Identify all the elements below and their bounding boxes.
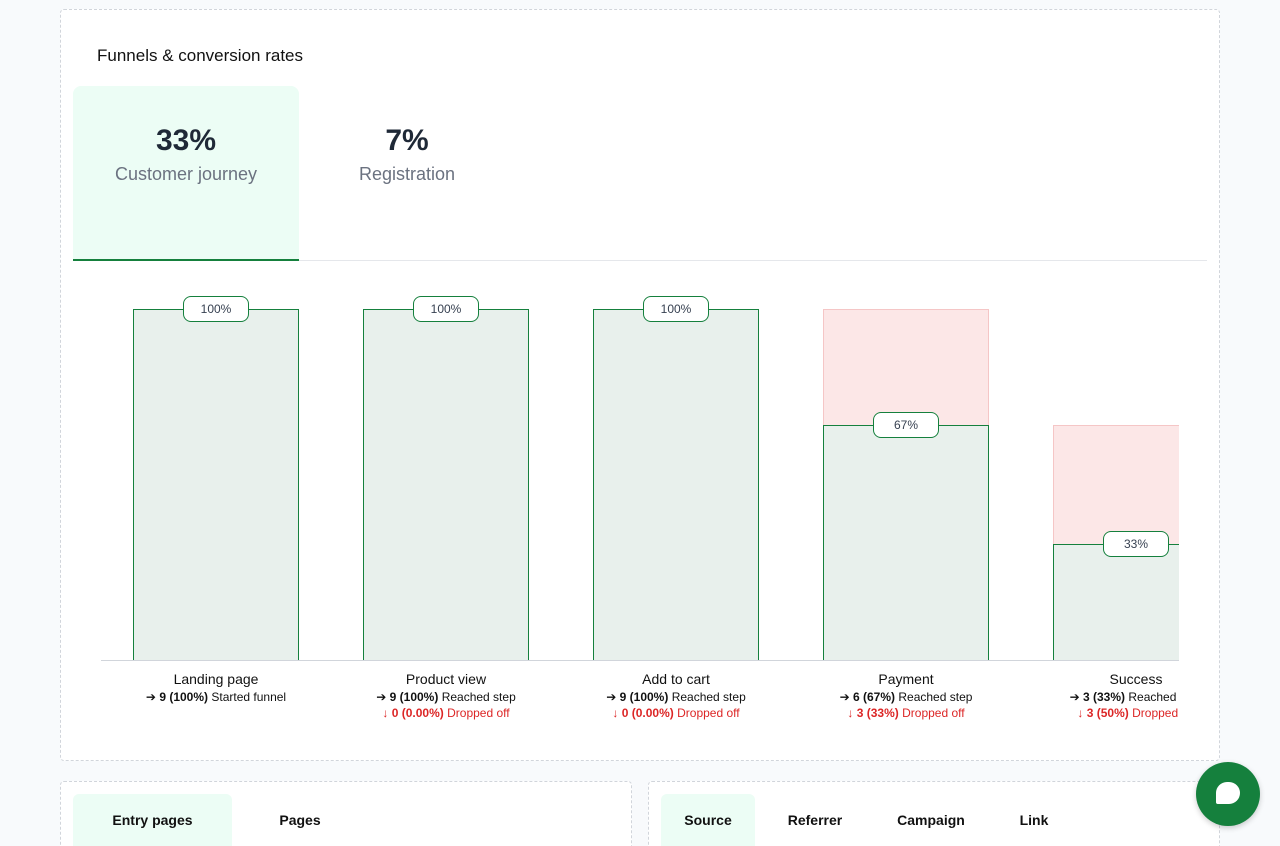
reached-value: 9 (100%): [159, 690, 209, 704]
arrow-right-icon: ➔: [145, 690, 156, 704]
chart-baseline: [101, 660, 1179, 661]
reached-bar[interactable]: [593, 309, 759, 660]
reached-value: 9 (100%): [389, 690, 439, 704]
tab-conversion-pct: 7%: [385, 124, 429, 157]
tab-conversion-pct: 33%: [155, 124, 217, 157]
drop-value: 0 (0.00%): [391, 706, 444, 720]
step-dropped: ↓ 3 (50%) Dropped off: [1021, 706, 1179, 720]
step-dropped: ↓ 3 (33%) Dropped off: [791, 706, 1021, 720]
tab-referrer[interactable]: Referrer: [787, 812, 843, 828]
step-label: Add to cart ➔ 9 (100%) Reached step ↓ 0 (0…: [561, 670, 791, 720]
reached-value: 3 (33%): [1082, 690, 1126, 704]
conversion-badge: 33%: [1103, 531, 1169, 558]
step-dropped: ↓ 0 (0.00%) Dropped off: [331, 706, 561, 720]
tab-campaign[interactable]: Campaign: [897, 812, 965, 828]
tab-customer-journey[interactable]: 33% Customer journey: [73, 86, 299, 261]
step-label: Success ➔ 3 (33%) Reached step ↓ 3 (50%) D…: [1021, 670, 1179, 720]
drop-value: 3 (33%): [856, 706, 899, 720]
reached-value: 9 (100%): [619, 690, 669, 704]
conversion-badge: 100%: [183, 296, 249, 322]
drop-text: Dropped off: [1132, 706, 1179, 720]
step-label: Payment ➔ 6 (67%) Reached step ↓ 3 (33%) D…: [791, 670, 1021, 720]
arrow-down-icon: ↓: [847, 706, 854, 720]
step-label: Product view ➔ 9 (100%) Reached step ↓ 0 (…: [331, 670, 561, 720]
chat-bubble-icon: [1216, 782, 1240, 804]
reached-value: 6 (67%): [852, 690, 896, 704]
reached-text: Reached step: [1128, 690, 1179, 704]
drop-value: 3 (50%): [1086, 706, 1129, 720]
reached-bar[interactable]: [363, 309, 529, 660]
card-title: Funnels & conversion rates: [97, 46, 303, 65]
drop-text: Dropped off: [902, 706, 965, 720]
step-name: Add to cart: [642, 671, 710, 687]
drop-value: 0 (0.00%): [621, 706, 674, 720]
arrow-right-icon: ➔: [606, 690, 617, 704]
step-reached: ➔ 6 (67%) Reached step: [791, 690, 1021, 704]
reached-bar[interactable]: [133, 309, 299, 660]
funnel-card: Funnels & conversion rates 33% Customer …: [60, 9, 1220, 761]
step-reached: ➔ 3 (33%) Reached step: [1021, 690, 1179, 704]
tab-label: Customer journey: [114, 164, 258, 184]
tab-link[interactable]: Link: [1019, 812, 1049, 828]
conversion-badge: 100%: [413, 296, 479, 322]
step-reached: ➔ 9 (100%) Reached step: [561, 690, 791, 704]
funnel-chart: 100% Landing page ➔ 9 (100%) Started funne…: [61, 10, 1221, 762]
chat-button[interactable]: [1196, 762, 1260, 826]
step-name: Product view: [405, 671, 487, 687]
arrow-right-icon: ➔: [839, 690, 850, 704]
reached-bar[interactable]: [1053, 544, 1179, 660]
pages-card: Entry pages Pages: [60, 781, 632, 846]
step-label: Landing page ➔ 9 (100%) Started funnel: [101, 670, 331, 704]
funnel-tabs: 33% Customer journey 7% Registration: [73, 86, 1207, 261]
step-dropped: ↓ 0 (0.00%) Dropped off: [561, 706, 791, 720]
drop-text: Dropped off: [447, 706, 510, 720]
arrow-right-icon: ➔: [1069, 690, 1080, 704]
drop-text: Dropped off: [677, 706, 740, 720]
arrow-right-icon: ➔: [376, 690, 387, 704]
chart-plot: 100% Landing page ➔ 9 (100%) Started funne…: [101, 10, 1179, 762]
reached-bar[interactable]: [823, 424, 989, 660]
tab-registration[interactable]: 7% Registration: [294, 86, 520, 261]
step-name: Payment: [878, 671, 934, 687]
step-reached: ➔ 9 (100%) Reached step: [331, 690, 561, 704]
reached-text: Reached step: [898, 690, 973, 704]
sources-card: Source Referrer Campaign Link: [648, 781, 1220, 846]
conversion-badge: 100%: [643, 296, 709, 322]
tab-entry-pages[interactable]: Entry pages: [73, 794, 232, 846]
conversion-badge: 67%: [873, 411, 939, 438]
arrow-down-icon: ↓: [612, 706, 619, 720]
tab-source[interactable]: Source: [661, 794, 755, 846]
arrow-down-icon: ↓: [382, 706, 389, 720]
reached-text: Reached step: [441, 690, 516, 704]
arrow-down-icon: ↓: [1077, 706, 1084, 720]
tab-label: Registration: [358, 164, 456, 184]
reached-text: Started funnel: [211, 690, 287, 704]
tab-pages[interactable]: Pages: [279, 812, 321, 828]
step-reached: ➔ 9 (100%) Started funnel: [101, 690, 331, 704]
step-name: Success: [1109, 671, 1163, 687]
reached-text: Reached step: [671, 690, 746, 704]
step-name: Landing page: [173, 671, 259, 687]
